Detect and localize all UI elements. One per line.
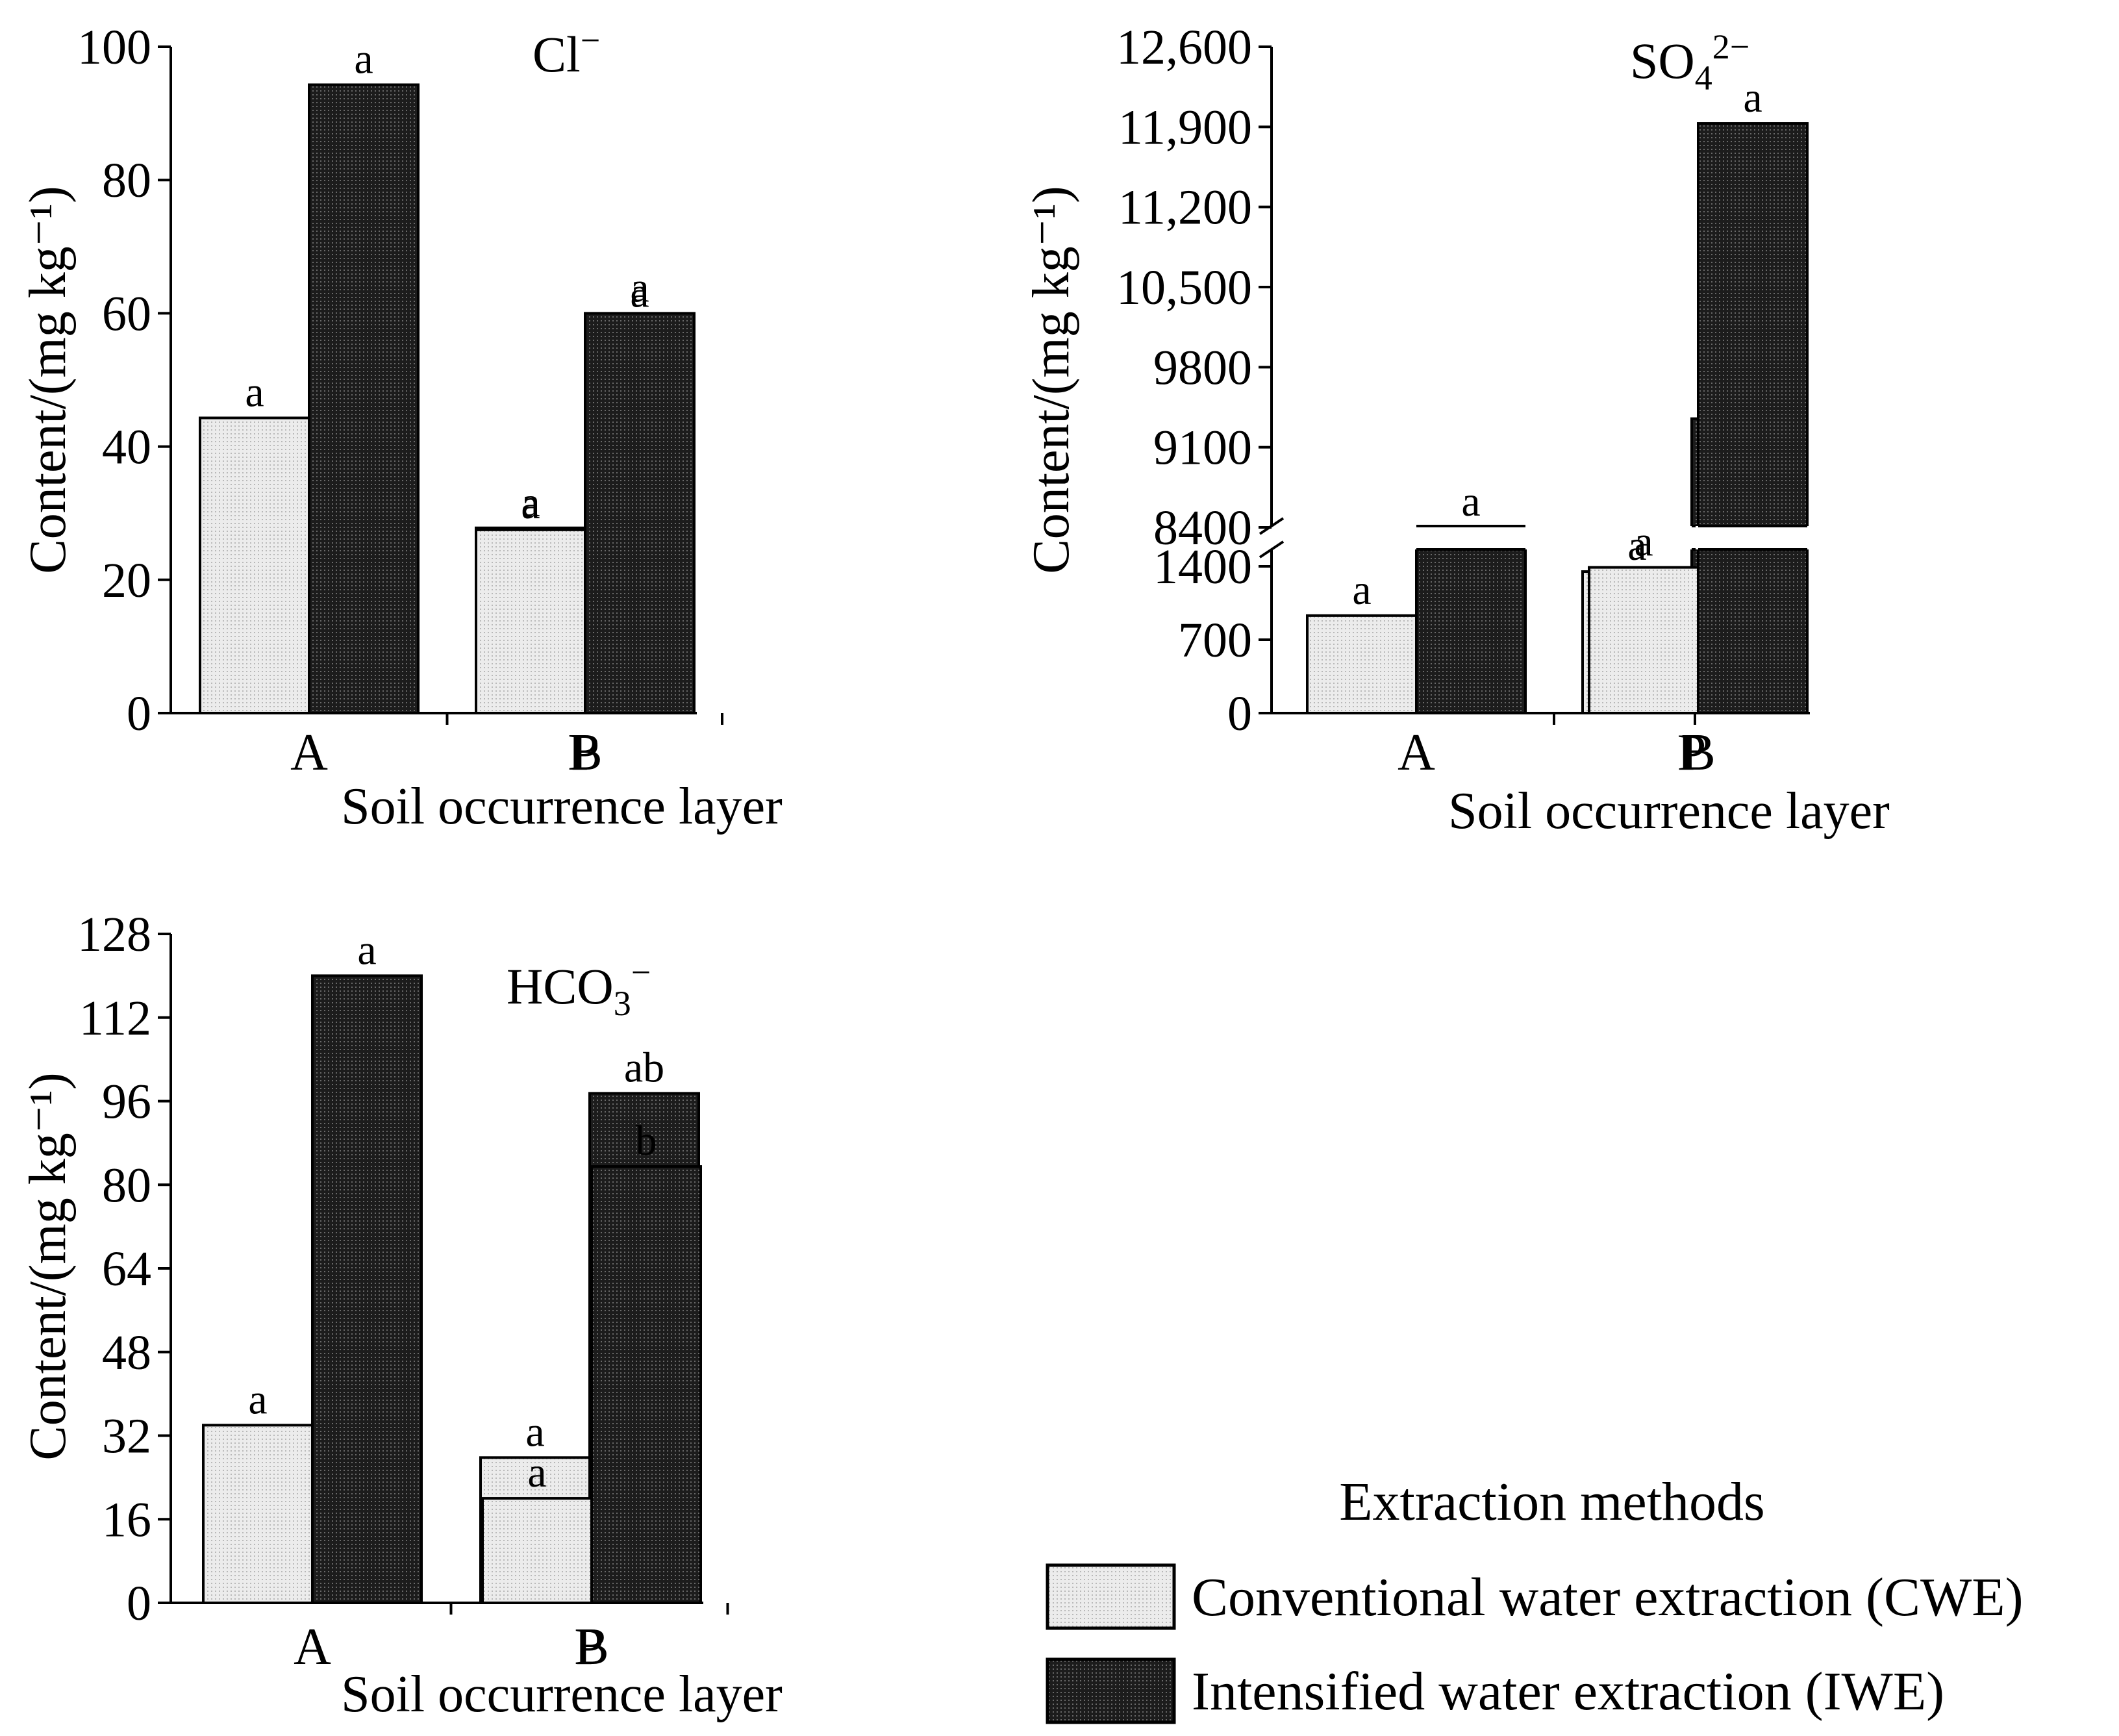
y-tick-label: 16 (102, 1492, 151, 1547)
legend-title: Extraction methods (1339, 1472, 1765, 1532)
y-tick-label: 32 (102, 1409, 151, 1464)
y-tick-label: 0 (1227, 686, 1252, 741)
y-tick-label: 48 (102, 1326, 151, 1380)
bar-iwe-B (590, 1165, 702, 1604)
sig-label-cwe-B: a (521, 481, 540, 528)
sig-label-iwe-A: a (1461, 478, 1480, 525)
bar-cwe-B (1588, 566, 1699, 714)
sig-label-cwe-A: a (245, 368, 264, 416)
y-tick-label: 1400 (1153, 540, 1252, 594)
ion-label: SO42− (1630, 27, 1749, 97)
sig-label-iwe-P: ab (624, 1044, 664, 1091)
sig-label-iwe-B: b (636, 1117, 657, 1164)
sig-label-cwe-B: a (1634, 518, 1653, 566)
y-tick-label: 80 (102, 1158, 151, 1213)
y-tick-label: 40 (102, 420, 151, 475)
bar-iwe-B (1697, 122, 1809, 715)
sig-label-iwe-A: a (354, 35, 373, 82)
y-tick-label: 64 (102, 1242, 151, 1296)
y-tick-label: 128 (77, 907, 151, 962)
legend: Extraction methods Conventional water ex… (1046, 1472, 2024, 1724)
bar-iwe-A (1415, 526, 1527, 714)
y-tick-label: 8400 (1153, 501, 1252, 555)
x-axis-title: Soil occurrence layer (341, 1666, 783, 1723)
y-tick-label: 11,200 (1118, 181, 1252, 235)
ion-label: HCO3− (507, 953, 651, 1023)
y-tick-label: 96 (102, 1075, 151, 1129)
y-tick-label: 0 (127, 1576, 151, 1631)
sig-label-cwe-B: a (527, 1449, 546, 1496)
x-category-label: B (1681, 724, 1715, 781)
bar-cwe-B (481, 1497, 593, 1604)
y-tick-label: 12,600 (1116, 20, 1252, 75)
x-category-label: B (568, 724, 602, 781)
y-tick-label: 10,500 (1116, 260, 1252, 315)
x-category-label: A (1398, 724, 1435, 781)
sig-label-iwe-B: a (1743, 74, 1762, 121)
sig-label-cwe-A: a (248, 1376, 267, 1423)
y-tick-label: 0 (127, 686, 151, 741)
bar-cwe-A (202, 1424, 314, 1604)
ion-label: Cl− (533, 21, 600, 82)
axis-break-mark-lower (1259, 540, 1285, 559)
x-category-label: P (571, 724, 600, 781)
y-axis-title: Content/(mg kg⁻¹) (19, 1072, 77, 1460)
y-tick-label: 60 (102, 286, 151, 341)
y-tick-label: 700 (1178, 613, 1252, 668)
x-category-label: P (575, 1618, 605, 1676)
sig-label-cwe-P: a (521, 479, 540, 526)
bar-iwe-A (311, 974, 423, 1604)
sig-label-cwe-P: a (525, 1408, 544, 1455)
legend-swatch-cwe (1046, 1563, 1176, 1630)
sig-label-cwe-A: a (1352, 566, 1371, 614)
bar-cwe-A (1306, 614, 1418, 714)
y-tick-label: 20 (102, 553, 151, 608)
legend-label-iwe: Intensified water extraction (IWE) (1192, 1661, 1944, 1722)
x-category-label: A (290, 724, 328, 781)
bar-iwe-B (584, 312, 696, 714)
x-category-label: A (294, 1618, 331, 1676)
bar-cwe-B (475, 528, 586, 714)
x-axis-title: Soil occurrence layer (1448, 783, 1890, 840)
x-category-label: B (574, 1618, 608, 1676)
sig-label-iwe-B: a (630, 264, 649, 311)
y-tick-label: 11,900 (1118, 100, 1252, 155)
y-tick-label: 100 (77, 20, 151, 75)
y-tick-label: 9800 (1153, 340, 1252, 395)
bar-break-gap (1696, 526, 1810, 549)
legend-swatch-iwe (1046, 1657, 1176, 1724)
sig-label-iwe-A: a (357, 926, 376, 974)
sig-label-iwe-P: a (630, 270, 649, 317)
legend-label-cwe: Conventional water extraction (CWE) (1192, 1567, 2024, 1628)
y-tick-label: 80 (102, 153, 151, 208)
bar-break-gap (1414, 526, 1528, 549)
y-axis-title: Content/(mg kg⁻¹) (1023, 186, 1080, 573)
y-axis-title: Content/(mg kg⁻¹) (19, 186, 77, 573)
x-axis-title: Soil occurrence layer (341, 778, 783, 835)
sig-label-cwe-P: a (1627, 522, 1646, 570)
bar-iwe-A (308, 83, 420, 714)
y-tick-label: 112 (79, 991, 151, 1046)
y-tick-label: 9100 (1153, 421, 1252, 475)
x-category-label: P (1677, 724, 1707, 781)
bar-cwe-A (199, 416, 310, 714)
